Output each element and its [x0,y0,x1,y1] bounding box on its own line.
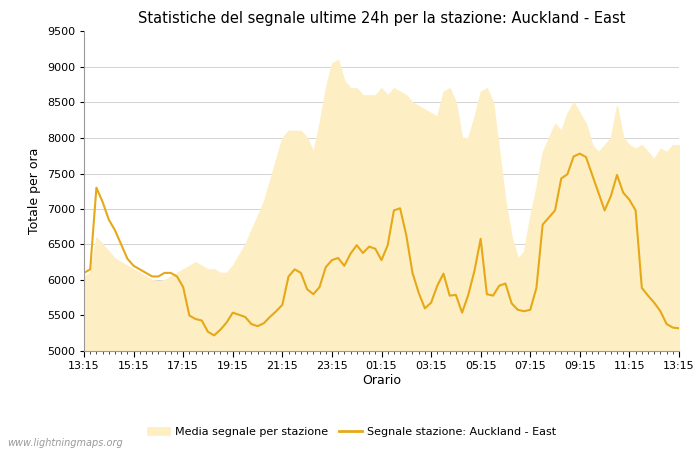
Legend: Media segnale per stazione, Segnale stazione: Auckland - East: Media segnale per stazione, Segnale staz… [143,423,561,441]
Text: www.lightningmaps.org: www.lightningmaps.org [7,437,122,447]
Y-axis label: Totale per ora: Totale per ora [28,148,41,234]
X-axis label: Orario: Orario [362,374,401,387]
Title: Statistiche del segnale ultime 24h per la stazione: Auckland - East: Statistiche del segnale ultime 24h per l… [138,11,625,26]
